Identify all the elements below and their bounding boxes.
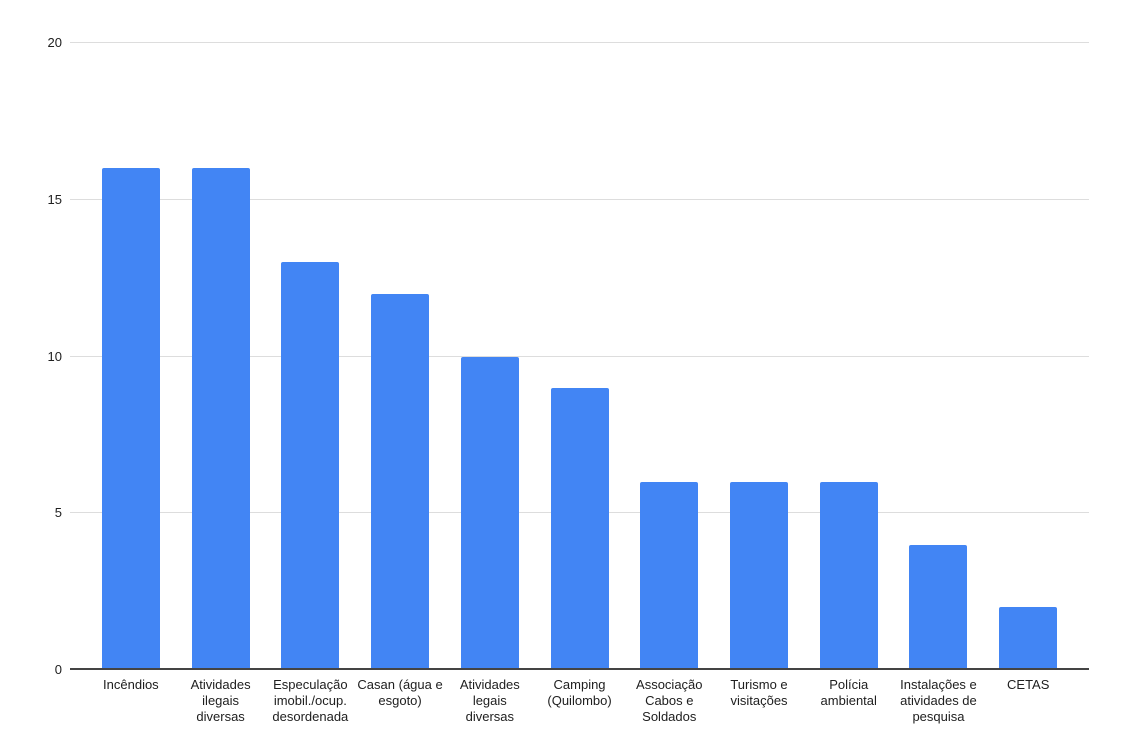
x-tick-label: Atividades ilegais diversas bbox=[190, 677, 251, 724]
x-tick-label: Associação Cabos e Soldados bbox=[636, 677, 703, 724]
x-tick-label: Polícia ambiental bbox=[820, 677, 877, 708]
bar bbox=[371, 293, 430, 670]
bar bbox=[640, 481, 699, 670]
y-tick-label: 20 bbox=[47, 35, 62, 50]
gridline bbox=[70, 355, 1089, 357]
bar-slot bbox=[624, 43, 714, 670]
bar bbox=[550, 387, 609, 670]
bar bbox=[191, 168, 250, 670]
bars bbox=[70, 43, 1089, 670]
bar bbox=[730, 481, 788, 670]
x-tick-label: Especulação imobil./ocup. desordenada bbox=[272, 677, 349, 724]
x-tick-label: Camping (Quilombo) bbox=[547, 677, 612, 708]
y-tick-label: 10 bbox=[47, 348, 62, 364]
bar-slot bbox=[804, 43, 894, 670]
bar bbox=[281, 262, 340, 670]
bar-slot bbox=[983, 43, 1073, 670]
x-tick-label: Casan (água e esgoto) bbox=[357, 677, 443, 708]
bar bbox=[101, 168, 160, 670]
bar-slot bbox=[714, 43, 804, 670]
bar bbox=[909, 544, 968, 670]
y-tick-label: 5 bbox=[54, 505, 62, 521]
bar bbox=[999, 607, 1058, 670]
x-tick-label: Instalações e atividades de pesquisa bbox=[900, 677, 977, 724]
x-tick-label: Turismo e visitações bbox=[730, 677, 788, 708]
gridline bbox=[70, 42, 1089, 43]
bar-slot bbox=[535, 43, 625, 670]
gridline bbox=[70, 198, 1089, 200]
bar-slot bbox=[176, 43, 266, 670]
x-axis-line bbox=[70, 668, 1089, 670]
x-axis: Incêndios Atividades ilegais diversas Espe… bbox=[70, 677, 1089, 725]
bar-slot bbox=[86, 43, 176, 670]
y-tick-label: 15 bbox=[47, 191, 62, 207]
x-tick-label: Atividades legais diversas bbox=[459, 677, 520, 724]
bar bbox=[819, 481, 878, 670]
bar bbox=[460, 356, 519, 670]
plot-area bbox=[70, 42, 1089, 670]
x-tick-label: Incêndios bbox=[103, 677, 159, 692]
bar-slot bbox=[894, 43, 984, 670]
y-axis: 0 5 10 15 20 bbox=[0, 35, 62, 677]
bar-slot bbox=[445, 43, 535, 670]
y-tick-label: 0 bbox=[54, 662, 62, 677]
x-tick-label: CETAS bbox=[1007, 677, 1050, 692]
bar-slot bbox=[265, 43, 355, 670]
bar-slot bbox=[355, 43, 445, 670]
